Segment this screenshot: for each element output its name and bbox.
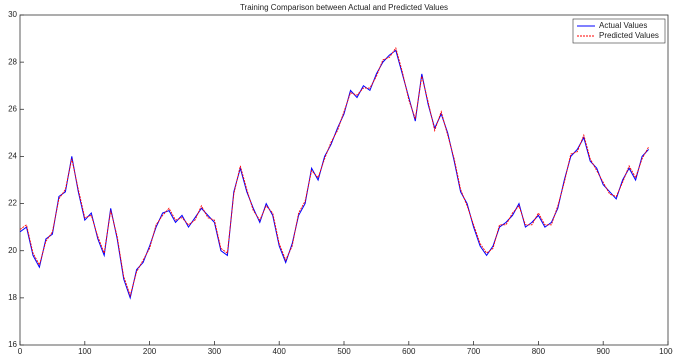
legend-label: Predicted Values xyxy=(599,31,659,40)
legend-label: Actual Values xyxy=(599,21,647,30)
x-tick-label: 100 xyxy=(78,347,92,356)
x-tick-label: 400 xyxy=(273,347,287,356)
plot-area xyxy=(19,14,669,346)
x-tick-label: 600 xyxy=(402,347,416,356)
x-tick-label: 800 xyxy=(532,347,546,356)
chart-title: Training Comparison between Actual and P… xyxy=(240,3,448,12)
x-tick-label: 200 xyxy=(143,347,157,356)
x-tick-label: 300 xyxy=(208,347,222,356)
line-series xyxy=(19,46,649,298)
x-tick-label: 900 xyxy=(597,347,611,356)
y-tick-label: 16 xyxy=(8,340,17,349)
x-tick-label: 500 xyxy=(337,347,351,356)
x-tick-label: 0 xyxy=(18,347,23,356)
y-tick-label: 22 xyxy=(8,199,17,208)
x-tick-label: 1000 xyxy=(659,347,673,356)
y-tick-label: 30 xyxy=(8,10,17,19)
x-tick-label: 700 xyxy=(467,347,481,356)
y-tick-label: 26 xyxy=(8,104,17,113)
y-tick-label: 24 xyxy=(8,152,17,161)
legend-box xyxy=(572,18,666,44)
y-tick-label: 20 xyxy=(8,246,17,255)
y-tick-label: 28 xyxy=(8,57,17,66)
y-tick-label: 18 xyxy=(8,293,17,302)
